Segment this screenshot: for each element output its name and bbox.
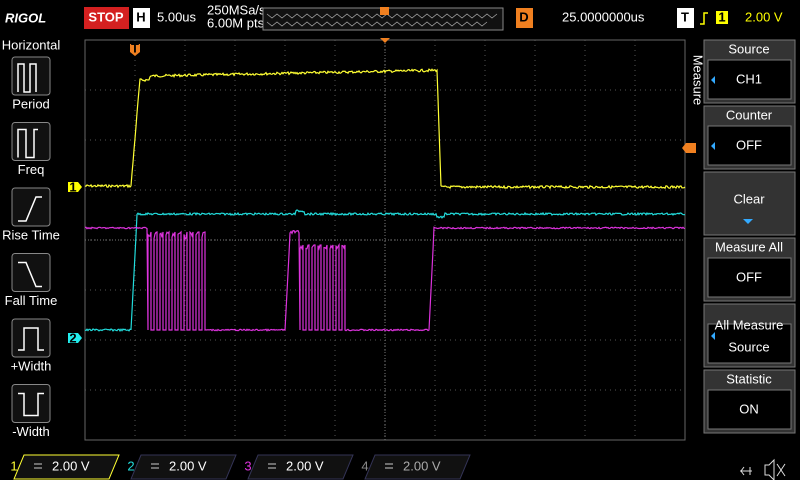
channel-tab-3[interactable] — [247, 454, 354, 480]
channel-number: 4 — [361, 458, 368, 473]
menu-button-1[interactable] — [11, 122, 51, 161]
softkey-label: Source — [728, 41, 769, 56]
delay-label: D — [519, 9, 528, 24]
menu-icon — [17, 128, 38, 159]
softkey-label: Counter — [726, 107, 773, 122]
menu-label: Rise Time — [2, 227, 60, 242]
t-badge — [677, 8, 694, 28]
right-menu-title: Measure — [691, 55, 706, 106]
softkey-value: OFF — [736, 137, 762, 152]
softkey-arrow — [711, 76, 715, 84]
coupling-icon — [385, 463, 393, 469]
ch1-marker — [68, 182, 82, 192]
trigger-edge-icon — [700, 12, 708, 25]
menu-label: Period — [12, 96, 50, 111]
menu-icon — [18, 392, 44, 417]
menu-button-3[interactable] — [11, 253, 51, 292]
menu-icon — [17, 63, 37, 93]
softkey-value: CH1 — [736, 71, 762, 86]
run-state: STOP — [88, 9, 123, 24]
usb-icon — [740, 466, 752, 476]
channel-tab-1[interactable] — [13, 454, 120, 480]
menu-icon — [18, 327, 44, 351]
memory-depth: 6.00M pts — [207, 15, 265, 30]
left-menu: Horizontal Period Freq Rise Time Fall Time +… — [2, 37, 61, 439]
sound-icon — [764, 458, 786, 480]
softkey-value-box — [707, 59, 792, 100]
channel-number: 2 — [127, 458, 134, 473]
channel-tab-4[interactable] — [364, 454, 471, 480]
center-marker — [380, 38, 390, 43]
timebase-label: H — [136, 9, 145, 24]
right-menu: Measure Source CH1 Counter OFF Clear Measure … — [691, 39, 796, 434]
softkey-value: ON — [739, 401, 759, 416]
coupling-icon — [151, 463, 159, 469]
channel-scale: 2.00 V — [52, 458, 90, 473]
menu-icon — [18, 261, 42, 288]
trigger-level: 2.00 V — [745, 9, 783, 24]
trigger-position-label: T — [131, 40, 139, 55]
ch2-marker — [68, 333, 82, 343]
softkey-value: OFF — [736, 269, 762, 284]
menu-icon — [18, 196, 42, 222]
stop-badge[interactable] — [84, 7, 129, 29]
left-menu-title: Horizontal — [2, 37, 61, 52]
brand: RIGOL — [5, 10, 46, 25]
ch1-marker-label: 1 — [69, 179, 76, 194]
softkey-arrow — [711, 332, 715, 340]
softkey-label: Measure All — [715, 239, 783, 254]
top-bar: RIGOL STOP H 5.00us 250MSa/s 6.00M pts D… — [5, 2, 783, 31]
trigger-position-marker — [130, 44, 140, 56]
sample-rate: 250MSa/s — [207, 2, 266, 17]
menu-button-5[interactable] — [11, 384, 51, 423]
softkey-label: All Measure — [715, 317, 784, 332]
trigger-label: T — [681, 9, 689, 24]
channel-scale: 2.00 V — [403, 458, 441, 473]
channel-scale: 2.00 V — [286, 458, 324, 473]
ch2-waveform — [84, 209, 686, 333]
menu-label: +Width — [11, 358, 52, 373]
coupling-icon — [34, 463, 42, 469]
menu-label: Fall Time — [5, 293, 58, 308]
menu-button-2[interactable] — [11, 187, 51, 227]
ch3-waveform — [84, 226, 686, 332]
channel-scale: 2.00 V — [169, 458, 207, 473]
softkey-value-box — [707, 389, 792, 430]
softkey-arrow — [743, 219, 753, 224]
softkey-value-box — [707, 257, 792, 298]
channel-number: 3 — [244, 458, 251, 473]
graticule — [84, 39, 686, 441]
trigger-level-marker — [682, 143, 696, 153]
softkey-value-box — [707, 125, 792, 166]
trigger-source-badge — [716, 11, 728, 24]
channel-tab-2[interactable] — [130, 454, 237, 480]
channel-bar: 1 2.00 V 2 2.00 V 3 2.00 V 4 2.00 V — [0, 452, 800, 480]
softkey-value: Source — [728, 339, 769, 354]
menu-button-0[interactable] — [11, 56, 51, 96]
softkey-arrow — [711, 142, 715, 150]
menu-button-4[interactable] — [11, 318, 51, 358]
overview-waveform — [266, 13, 498, 27]
menu-label: Freq — [18, 162, 45, 177]
overview-trigger-marker — [380, 7, 389, 15]
delay: 25.0000000us — [562, 9, 645, 24]
trigger-source: 1 — [718, 9, 725, 24]
ch1-waveform — [84, 68, 686, 190]
softkey-2[interactable] — [703, 171, 796, 236]
softkey-label: Clear — [733, 191, 765, 206]
menu-label: -Width — [12, 424, 50, 439]
channel-number: 1 — [10, 458, 17, 473]
h-badge — [133, 8, 150, 28]
waveforms — [84, 68, 686, 333]
coupling-icon — [268, 463, 276, 469]
softkey-label: Statistic — [726, 371, 772, 386]
softkey-value-box — [707, 323, 792, 364]
timebase: 5.00us — [157, 9, 197, 24]
ch2-marker-label: 2 — [69, 330, 76, 345]
d-badge — [516, 8, 533, 28]
